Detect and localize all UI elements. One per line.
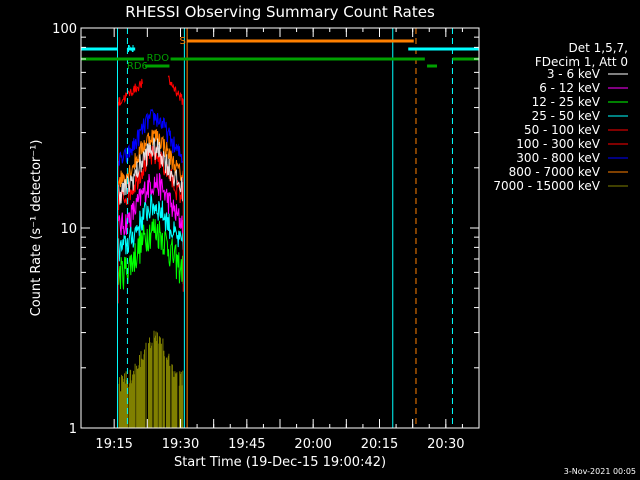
legend-label: 800 - 7000 keV (509, 165, 601, 179)
legend-header-line: Det 1,5,7, (569, 41, 629, 55)
series-line-7000-15000kev (118, 330, 184, 428)
y-axis: 1 10 100 (52, 22, 479, 437)
x-tick-label: 19:30 (162, 437, 199, 452)
rd6-flag-label: RD6 (127, 61, 148, 72)
x-axis: 19:15 19:30 19:45 20:00 20:15 20:30 (95, 28, 480, 452)
saa-flag-label: S (180, 36, 186, 47)
series-line (117, 218, 184, 290)
x-tick-label: 20:00 (294, 437, 331, 452)
legend-label: 6 - 12 keV (539, 81, 601, 95)
legend-header-line: FDecim 1, Att 0 (535, 55, 628, 69)
chart-title: RHESSI Observing Summary Count Rates (125, 3, 435, 21)
series-line-3-6kev (117, 137, 184, 205)
legend-label: 3 - 6 keV (547, 67, 601, 81)
y-tick-label: 1 (69, 422, 77, 437)
x-tick-label: 19:15 (95, 437, 132, 452)
night-flag-label: N (127, 44, 134, 55)
y-axis-label: Count Rate (s⁻¹ detector⁻¹) (29, 140, 44, 317)
trace-layer (117, 75, 184, 428)
footer-date: 3-Nov-2021 00:05 (564, 467, 636, 476)
y-tick-label: 10 (60, 222, 77, 237)
series-line-100-300kev (117, 78, 143, 107)
y-tick-label: 100 (52, 22, 77, 37)
x-tick-label: 20:30 (427, 437, 464, 452)
legend-label: 25 - 50 keV (532, 109, 601, 123)
x-tick-label: 20:15 (361, 437, 398, 452)
series-line (117, 194, 184, 262)
legend-label: 7000 - 15000 keV (493, 179, 600, 193)
legend-label: 100 - 300 keV (516, 137, 600, 151)
series-line-100-300kev (167, 75, 184, 105)
x-tick-label: 19:45 (228, 437, 265, 452)
series-line (117, 129, 184, 188)
series-line (117, 108, 184, 170)
legend-label: 50 - 100 keV (524, 123, 601, 137)
rdo-flag-label: RDO (147, 53, 170, 64)
legend-label: 12 - 25 keV (532, 95, 601, 109)
x-axis-label: Start Time (19-Dec-15 19:00:42) (174, 455, 386, 470)
series-line (117, 172, 184, 236)
legend-label: 300 - 800 keV (516, 151, 600, 165)
